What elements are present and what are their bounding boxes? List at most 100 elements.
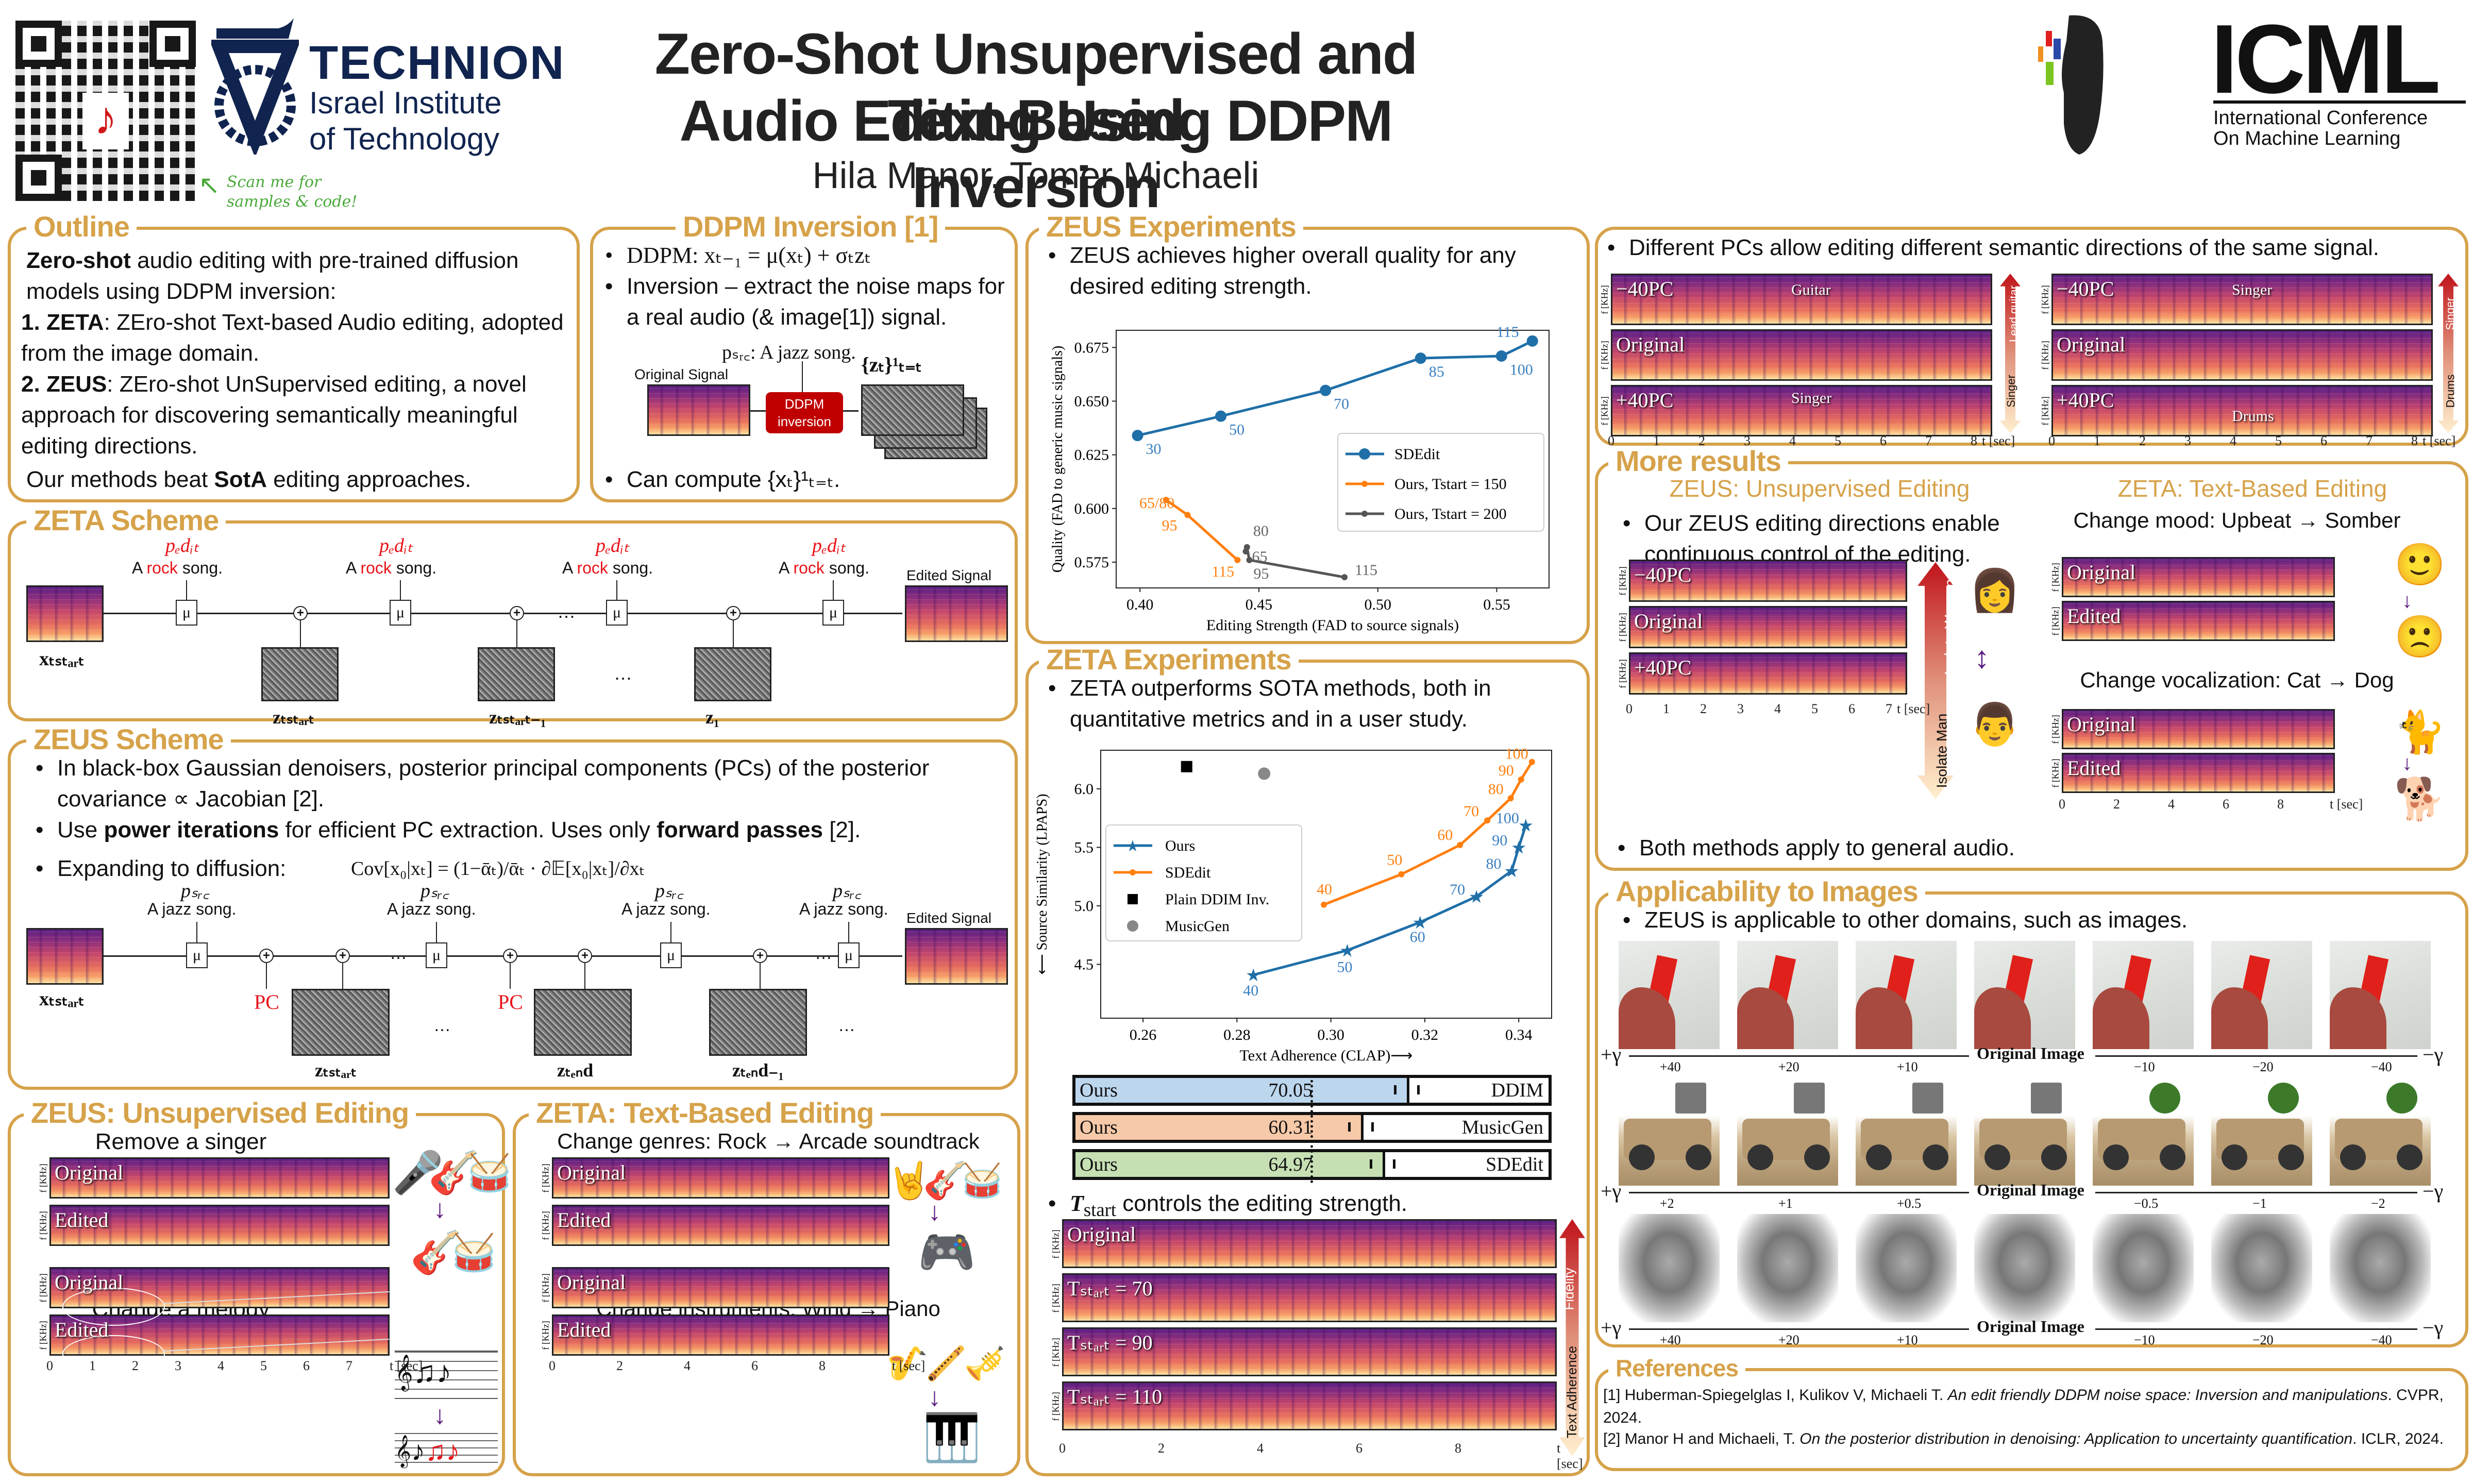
data-label: 70 xyxy=(1463,803,1479,820)
x-axis-unit: t [sec] xyxy=(390,1358,423,1373)
data-point xyxy=(1163,497,1169,503)
cat-image xyxy=(2093,1214,2194,1322)
wheel-shape xyxy=(2397,1144,2422,1170)
gamma-tick-label: −2 xyxy=(2371,1196,2385,1211)
spectrogram-label: Original xyxy=(557,1271,626,1294)
x-axis-unit: t [sec] xyxy=(1557,1441,1583,1471)
highlight-ellipse xyxy=(62,1335,165,1373)
y-axis-label: f [KHz] xyxy=(540,1163,551,1193)
icml-divider xyxy=(2213,100,2466,104)
spectrogram-label: Original xyxy=(557,1161,626,1184)
bird-image xyxy=(2330,941,2431,1049)
change-genres-title: Change genres: Rock → Arcade soundtrack xyxy=(557,1129,980,1153)
x-tick-label: 5 xyxy=(2275,433,2282,448)
edit-prompt: A rock song. xyxy=(562,559,653,578)
spectrogram-label: Original xyxy=(2067,713,2136,736)
axis-arrow xyxy=(2095,1192,2417,1193)
x-tick-label: 8 xyxy=(2411,433,2418,448)
trumpet-icon: 🎺 xyxy=(964,1345,1005,1382)
zeus-scheme-title: ZEUS Scheme xyxy=(26,724,231,755)
data-point: ★ xyxy=(1412,913,1428,933)
source-prompt: A jazz song. xyxy=(799,900,888,918)
plus-gamma-label: +γ xyxy=(1601,1179,1622,1203)
edited-score-icon: 𝄞♪♫♪ xyxy=(395,1433,498,1469)
icml-subtitle-1: International Conference xyxy=(2213,107,2428,129)
music-note-icon: ♪ xyxy=(82,93,129,149)
singer-label-left: Singer xyxy=(2004,375,2017,408)
y-tick-label: 0.600 xyxy=(1074,500,1109,517)
x-tick-label: 1 xyxy=(89,1358,96,1373)
pc-label: PC xyxy=(254,990,279,1014)
x-tick-label: 2 xyxy=(1698,433,1705,448)
x-tick-label: 2 xyxy=(1158,1441,1165,1456)
legend-marker xyxy=(1128,894,1138,904)
x-tick-label: 4 xyxy=(1774,701,1781,716)
flute-icon: 🪈 xyxy=(926,1345,967,1382)
prompt-text: song. xyxy=(391,559,437,577)
noise-label: zₜₛₜₐᵣₜ xyxy=(315,1060,357,1081)
minus-gamma-label: −γ xyxy=(2422,1316,2444,1339)
zeus-experiments-bullet: ZEUS achieves higher overall quality for… xyxy=(1048,240,1564,302)
bird-image xyxy=(2093,941,2194,1049)
data-label: 30 xyxy=(1146,441,1162,458)
x-tick-label: 4 xyxy=(217,1358,224,1373)
data-point xyxy=(1484,817,1491,824)
x-tick-label: 7 xyxy=(2366,433,2373,448)
y-tick-label: 0.625 xyxy=(1074,447,1109,464)
data-point xyxy=(1495,350,1507,362)
zeus-bullet-3: Expanding to diffusion: xyxy=(36,853,315,884)
data-point xyxy=(1526,335,1538,347)
noise-label: z₁ xyxy=(705,707,719,728)
axis-arrow xyxy=(1629,1055,1969,1057)
qr-code[interactable]: ♪ xyxy=(15,21,196,201)
zeta-editing-panel: ZETA: Text-Based Editing Change genres: … xyxy=(513,1098,1020,1476)
gamma-tick-label: −20 xyxy=(2252,1333,2274,1347)
pc-spectrogram xyxy=(2051,385,2433,436)
arrow-line xyxy=(760,963,761,989)
input-spectrogram xyxy=(26,585,104,642)
down-arrow-icon: ↓ xyxy=(928,1197,941,1226)
cat-image xyxy=(2211,1214,2312,1322)
legend-box xyxy=(1337,433,1544,532)
source-prompt: A jazz song. xyxy=(387,900,476,918)
spectrogram-label: +40PC xyxy=(1634,656,1692,679)
legend-box xyxy=(1105,824,1302,941)
noise-maps-label: {zₜ}¹ₜ₌ₜ xyxy=(861,353,922,376)
y-axis-label: ⟵ Source Similarity (LPAPS) xyxy=(1034,794,1050,974)
minus-gamma-label: −γ xyxy=(2422,1179,2444,1203)
icml-subtitle-2: On Machine Learning xyxy=(2213,128,2401,149)
data-point xyxy=(1320,384,1332,396)
x-axis-unit: t [sec] xyxy=(1982,433,2015,448)
spectrogram xyxy=(49,1157,390,1199)
outline-closing: Our methods beat SotA editing approaches… xyxy=(26,467,472,492)
y-axis-label: f [KHz] xyxy=(1050,1337,1061,1367)
ellipsis: … xyxy=(433,1016,451,1035)
x-axis-unit: t [sec] xyxy=(2422,433,2456,448)
data-point xyxy=(1258,767,1271,780)
zeus-editing-panel: ZEUS: Unsupervised Editing Remove a sing… xyxy=(8,1098,512,1476)
x-tick-label: 3 xyxy=(2184,433,2191,448)
poster-title-line1: Zero-Shot Unsupervised and Text-Based xyxy=(654,22,1418,153)
x-axis-label: Text Adherence (CLAP)⟶ xyxy=(1240,1047,1413,1064)
user-study-value: 64.97 xyxy=(1268,1154,1313,1175)
continuous-spectrogram xyxy=(1629,560,1907,602)
data-label: 50 xyxy=(1229,421,1244,439)
wheel-shape xyxy=(1804,1144,1830,1170)
x-tick-label: 0.32 xyxy=(1411,1026,1439,1043)
turret-shape xyxy=(1675,1083,1706,1114)
data-point xyxy=(1398,871,1405,878)
arrow-line xyxy=(186,580,187,601)
x-tick-label: 0.40 xyxy=(1126,596,1154,613)
covariance-formula: Cov[x₀|xₜ] = (1−ᾱₜ)/ᾱₜ · ∂𝔼[x₀|xₜ]/∂xₜ xyxy=(351,858,645,880)
text-edit-spectrogram xyxy=(2062,753,2335,793)
y-axis-label: f [KHz] xyxy=(1617,566,1628,596)
spectrogram-label: Original xyxy=(2057,333,2126,356)
legend-marker xyxy=(1359,448,1370,460)
prompt-text: song. xyxy=(608,559,653,577)
legend-label: SDEdit xyxy=(1165,864,1211,881)
y-tick-label: 5.0 xyxy=(1074,898,1094,915)
spectrogram-label: Tₛₜₐᵣₜ = 70 xyxy=(1067,1277,1153,1300)
legend-label: Ours, Tstart = 200 xyxy=(1394,505,1507,522)
pc-label: PC xyxy=(498,990,523,1014)
text-edit-spectrogram xyxy=(2062,709,2335,749)
